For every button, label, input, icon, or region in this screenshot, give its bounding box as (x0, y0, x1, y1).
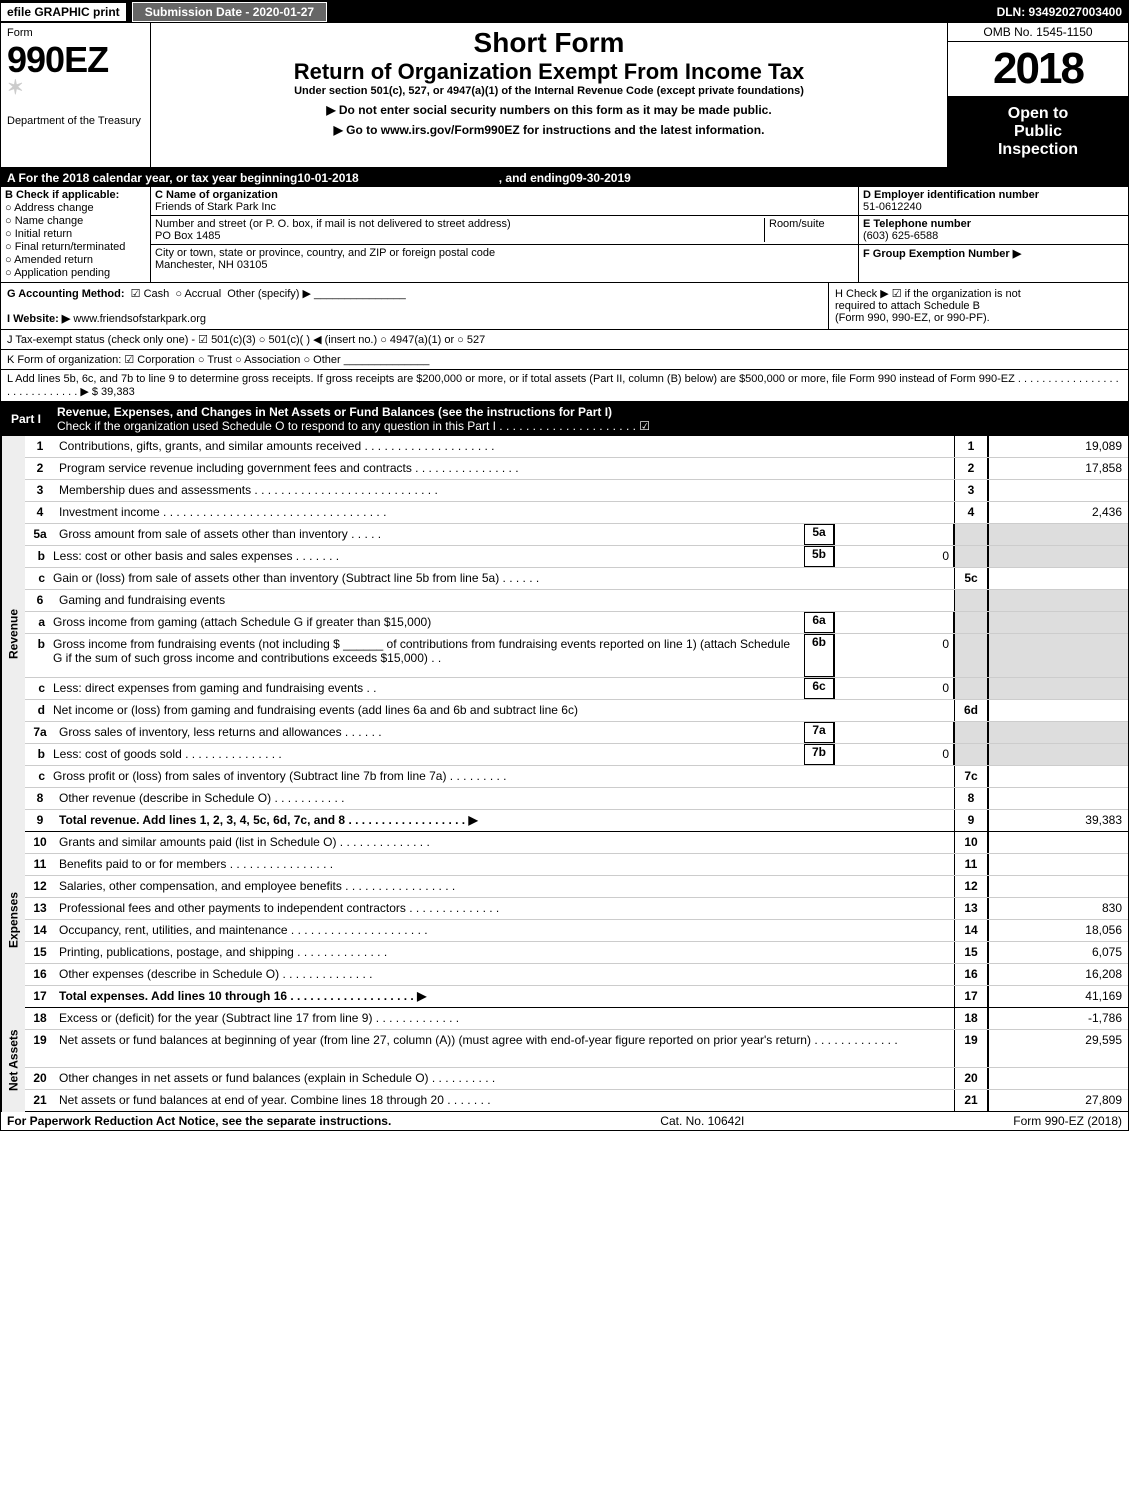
line-21-amt: 27,809 (988, 1090, 1128, 1111)
form-code: 990EZ (7, 39, 144, 81)
form-990ez-page: efile GRAPHIC print Submission Date - 20… (0, 0, 1129, 1131)
website-link[interactable]: www.friendsofstarkpark.org (73, 313, 206, 325)
block-h: H Check ▶ ☑ if the organization is not r… (828, 283, 1128, 329)
opt-amended-return[interactable]: ○ Amended return (5, 254, 146, 266)
opt-initial-return[interactable]: ○ Initial return (5, 228, 146, 240)
blocks-def: D Employer identification number 51-0612… (858, 187, 1128, 282)
page-footer: For Paperwork Reduction Act Notice, see … (1, 1112, 1128, 1130)
org-name: Friends of Stark Park Inc (155, 201, 276, 213)
return-title: Return of Organization Exempt From Incom… (157, 59, 941, 85)
opt-name-change[interactable]: ○ Name change (5, 215, 146, 227)
opt-application-pending[interactable]: ○ Application pending (5, 267, 146, 279)
submission-date: Submission Date - 2020-01-27 (132, 2, 327, 22)
part-1-header: Part I Revenue, Expenses, and Changes in… (1, 402, 1128, 436)
gross-receipts: 39,383 (101, 386, 135, 398)
irs-eagle-icon: ✶ (7, 77, 24, 99)
group-exemption: F Group Exemption Number ▶ (863, 248, 1021, 260)
opt-address-change[interactable]: ○ Address change (5, 202, 146, 214)
expenses-section: Expenses 10Grants and similar amounts pa… (1, 832, 1128, 1008)
row-l: L Add lines 5b, 6c, and 7b to line 9 to … (1, 370, 1128, 402)
expenses-vertical-label: Expenses (1, 832, 25, 1008)
row-k: K Form of organization: ☑ Corporation ○ … (1, 350, 1128, 370)
omb-number: OMB No. 1545-1150 (948, 23, 1128, 42)
line-2-amt: 17,858 (988, 458, 1128, 479)
tax-year: 2018 (948, 42, 1128, 97)
opt-final-return[interactable]: ○ Final return/terminated (5, 241, 146, 253)
ssn-warning: ▶ Do not enter social security numbers o… (157, 103, 941, 117)
room-suite: Room/suite (764, 218, 854, 242)
line-1-amt: 19,089 (988, 436, 1128, 457)
line-16-amt: 16,208 (988, 964, 1128, 985)
line-9-amt: 39,383 (988, 810, 1128, 831)
line-13-amt: 830 (988, 898, 1128, 919)
line-18-amt: -1,786 (988, 1008, 1128, 1029)
net-assets-section: Net Assets 18Excess or (deficit) for the… (1, 1008, 1128, 1112)
line-4-amt: 2,436 (988, 502, 1128, 523)
goto-url: ▶ Go to www.irs.gov/Form990EZ for instru… (157, 123, 941, 137)
org-address: PO Box 1485 (155, 230, 220, 242)
period-bar: A For the 2018 calendar year, or tax yea… (1, 169, 1128, 187)
block-b: B Check if applicable: ○ Address change … (1, 187, 151, 282)
treasury-dept: Department of the Treasury (7, 115, 144, 127)
line-19-amt: 29,595 (988, 1030, 1128, 1067)
efile-label: efile GRAPHIC print (1, 3, 126, 21)
block-c: C Name of organization Friends of Stark … (151, 187, 858, 282)
org-city: Manchester, NH 03105 (155, 259, 268, 271)
line-17-amt: 41,169 (988, 986, 1128, 1007)
under-section: Under section 501(c), 527, or 4947(a)(1)… (157, 85, 941, 97)
telephone: (603) 625-6588 (863, 230, 938, 242)
form-word: Form (7, 27, 144, 39)
entity-info-grid: B Check if applicable: ○ Address change … (1, 187, 1128, 282)
revenue-section: Revenue 1Contributions, gifts, grants, a… (1, 436, 1128, 832)
net-assets-vertical-label: Net Assets (1, 1008, 25, 1112)
short-form-title: Short Form (157, 27, 941, 59)
dln: DLN: 93492027003400 (997, 5, 1128, 19)
row-g-h: G Accounting Method: ☑ Cash ○ Accrual Ot… (1, 282, 1128, 330)
line-14-amt: 18,056 (988, 920, 1128, 941)
line-15-amt: 6,075 (988, 942, 1128, 963)
row-j: J Tax-exempt status (check only one) - ☑… (1, 330, 1128, 350)
top-bar: efile GRAPHIC print Submission Date - 20… (1, 1, 1128, 23)
revenue-vertical-label: Revenue (1, 436, 25, 832)
ein: 51-0612240 (863, 201, 922, 213)
open-to-public: Open to Public Inspection (948, 97, 1128, 167)
form-header: Form 990EZ ✶ Department of the Treasury … (1, 23, 1128, 169)
